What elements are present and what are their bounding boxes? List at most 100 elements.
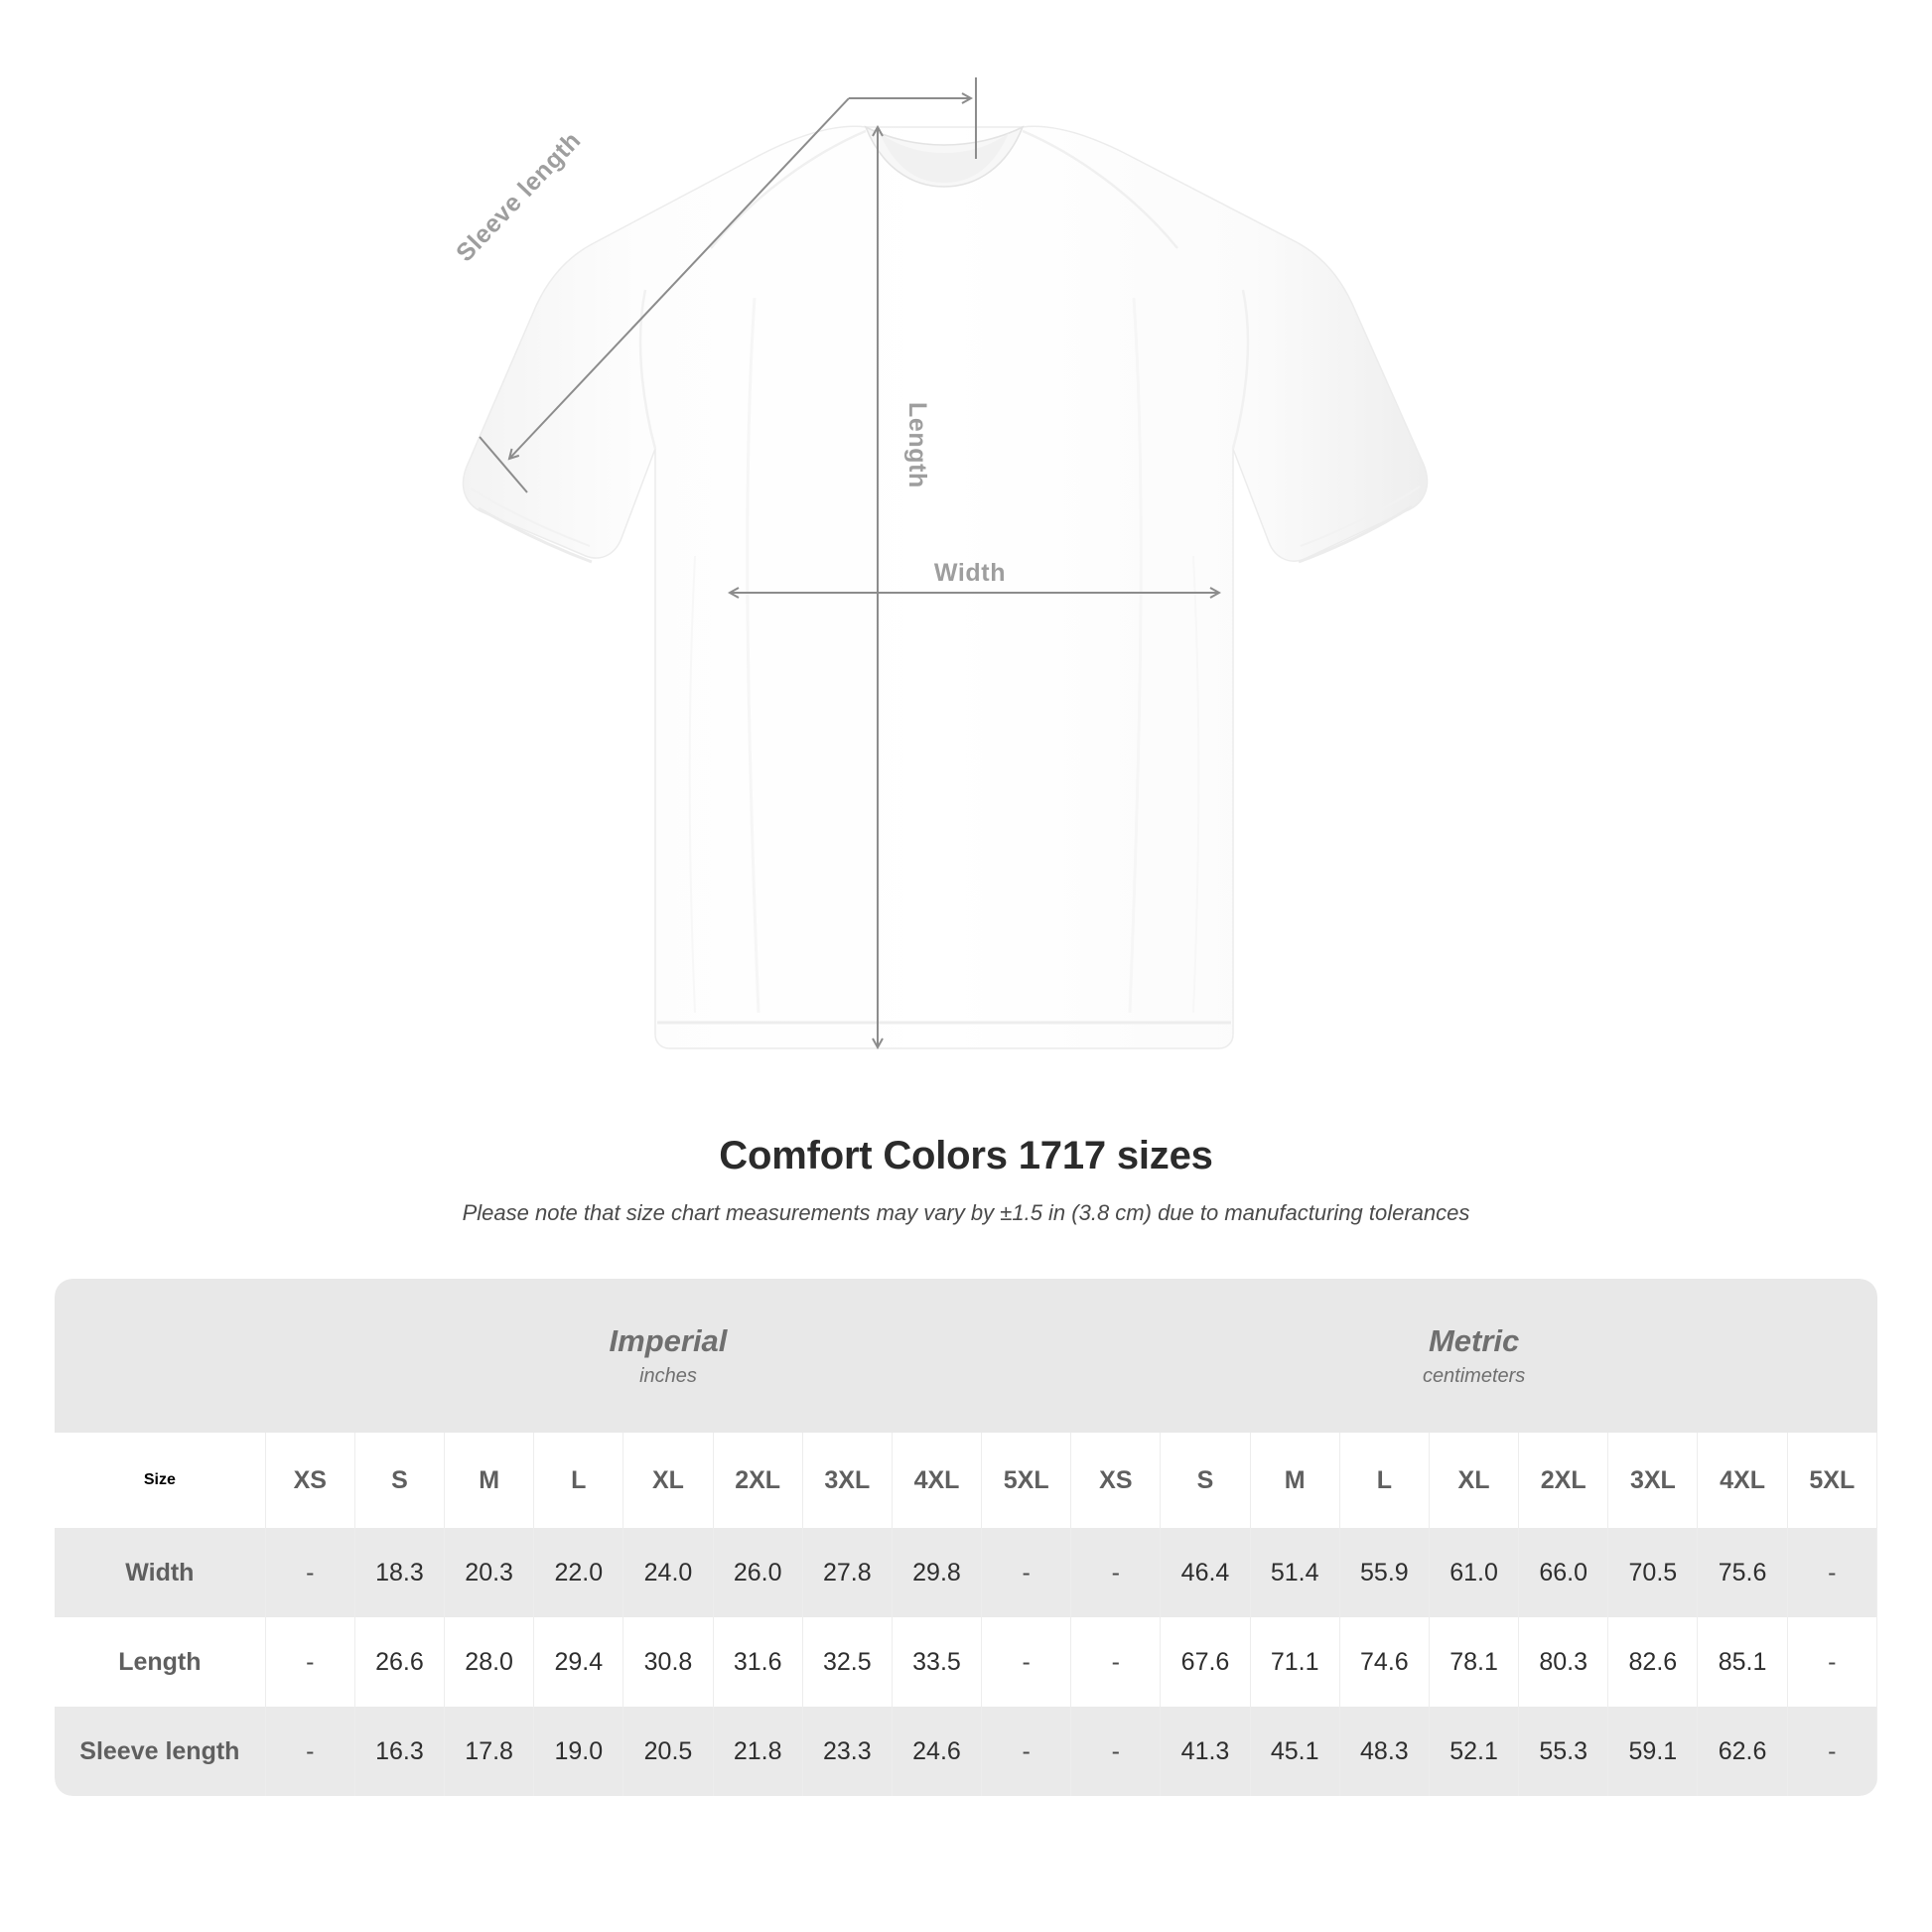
- cell-width-imperial-3xl: 27.8: [801, 1528, 893, 1617]
- cell-length-metric-5xl: -: [1786, 1617, 1877, 1707]
- cell-length-metric-m: 71.1: [1249, 1617, 1340, 1707]
- header-metric-xl: XL: [1428, 1433, 1520, 1528]
- cell-width-metric-xs: -: [1070, 1528, 1162, 1617]
- width-label: Width: [934, 559, 1006, 587]
- cell-sleeve-metric-s: 41.3: [1160, 1707, 1251, 1796]
- header-metric-s: S: [1160, 1433, 1251, 1528]
- cell-sleeve-metric-4xl: 62.6: [1697, 1707, 1788, 1796]
- row-label-width: Width: [55, 1528, 266, 1617]
- header-imperial-s: S: [353, 1433, 446, 1528]
- unit-group-imperial: Imperial inches: [265, 1279, 1071, 1433]
- cell-width-imperial-5xl: -: [981, 1528, 1072, 1617]
- cell-length-imperial-2xl: 31.6: [712, 1617, 803, 1707]
- cell-width-metric-5xl: -: [1786, 1528, 1877, 1617]
- cell-length-imperial-xs: -: [264, 1617, 355, 1707]
- cell-sleeve-imperial-l: 19.0: [533, 1707, 624, 1796]
- table-row: Width - 18.3 20.3 22.0 24.0 26.0 27.8 29…: [55, 1528, 1877, 1617]
- header-metric-m: M: [1249, 1433, 1340, 1528]
- tolerance-note: Please note that size chart measurements…: [462, 1200, 1470, 1225]
- unit-sub-metric: centimeters: [1422, 1365, 1526, 1387]
- cell-sleeve-metric-2xl: 55.3: [1518, 1707, 1609, 1796]
- size-header-row: Size XS S M L XL 2XL 3XL 4XL 5XL XS S M …: [55, 1433, 1877, 1528]
- cell-width-metric-4xl: 75.6: [1697, 1528, 1788, 1617]
- cell-length-imperial-4xl: 33.5: [891, 1617, 983, 1707]
- cell-width-metric-s: 46.4: [1160, 1528, 1251, 1617]
- cell-sleeve-imperial-4xl: 24.6: [891, 1707, 983, 1796]
- unit-sub-imperial: inches: [639, 1365, 697, 1387]
- cell-sleeve-metric-m: 45.1: [1249, 1707, 1340, 1796]
- page-title: Comfort Colors 1717 sizes: [719, 1134, 1213, 1177]
- header-imperial-xs: XS: [264, 1433, 355, 1528]
- cell-sleeve-imperial-xl: 20.5: [622, 1707, 714, 1796]
- header-metric-5xl: 5XL: [1786, 1433, 1877, 1528]
- size-table: Imperial inches Metric centimeters Size: [55, 1279, 1877, 1796]
- header-size-label: Size: [55, 1433, 266, 1528]
- cell-length-imperial-s: 26.6: [353, 1617, 446, 1707]
- cell-length-metric-l: 74.6: [1338, 1617, 1430, 1707]
- header-metric-xs: XS: [1070, 1433, 1162, 1528]
- cell-sleeve-metric-3xl: 59.1: [1607, 1707, 1699, 1796]
- cell-sleeve-imperial-3xl: 23.3: [801, 1707, 893, 1796]
- cell-width-metric-3xl: 70.5: [1607, 1528, 1699, 1617]
- tshirt-graphic: [462, 125, 1429, 1049]
- cell-length-metric-4xl: 85.1: [1697, 1617, 1788, 1707]
- header-imperial-xl: XL: [622, 1433, 714, 1528]
- cell-width-imperial-m: 20.3: [444, 1528, 535, 1617]
- header-metric-4xl: 4XL: [1697, 1433, 1788, 1528]
- cell-length-metric-xs: -: [1070, 1617, 1162, 1707]
- cell-width-imperial-xs: -: [264, 1528, 355, 1617]
- cell-length-metric-3xl: 82.6: [1607, 1617, 1699, 1707]
- header-metric-3xl: 3XL: [1607, 1433, 1699, 1528]
- cell-sleeve-imperial-s: 16.3: [353, 1707, 446, 1796]
- cell-width-imperial-4xl: 29.8: [891, 1528, 983, 1617]
- cell-width-metric-xl: 61.0: [1428, 1528, 1520, 1617]
- table-row: Length - 26.6 28.0 29.4 30.8 31.6 32.5 3…: [55, 1617, 1877, 1707]
- unit-row-spacer: [55, 1279, 266, 1433]
- cell-width-imperial-l: 22.0: [533, 1528, 624, 1617]
- cell-sleeve-imperial-m: 17.8: [444, 1707, 535, 1796]
- cell-length-metric-xl: 78.1: [1428, 1617, 1520, 1707]
- length-label: Length: [903, 402, 931, 488]
- sleeve-length-label: Sleeve length: [451, 126, 587, 267]
- cell-sleeve-metric-l: 48.3: [1338, 1707, 1430, 1796]
- header-imperial-l: L: [533, 1433, 624, 1528]
- tshirt-illustration: Sleeve length Length Width: [451, 77, 1429, 1112]
- header-metric-l: L: [1338, 1433, 1430, 1528]
- cell-length-imperial-m: 28.0: [444, 1617, 535, 1707]
- heading-block: Comfort Colors 1717 sizes Please note th…: [0, 1132, 1932, 1228]
- header-metric-2xl: 2XL: [1518, 1433, 1609, 1528]
- unit-name-imperial: Imperial: [609, 1323, 728, 1358]
- cell-width-metric-2xl: 66.0: [1518, 1528, 1609, 1617]
- cell-width-imperial-s: 18.3: [353, 1528, 446, 1617]
- cell-width-imperial-xl: 24.0: [622, 1528, 714, 1617]
- header-imperial-3xl: 3XL: [801, 1433, 893, 1528]
- header-imperial-2xl: 2XL: [712, 1433, 803, 1528]
- cell-length-imperial-3xl: 32.5: [801, 1617, 893, 1707]
- unit-group-metric: Metric centimeters: [1070, 1279, 1877, 1433]
- cell-width-metric-m: 51.4: [1249, 1528, 1340, 1617]
- cell-length-imperial-5xl: -: [981, 1617, 1072, 1707]
- cell-length-metric-2xl: 80.3: [1518, 1617, 1609, 1707]
- cell-sleeve-imperial-xs: -: [264, 1707, 355, 1796]
- cell-length-metric-s: 67.6: [1160, 1617, 1251, 1707]
- cell-length-imperial-l: 29.4: [533, 1617, 624, 1707]
- cell-sleeve-imperial-5xl: -: [981, 1707, 1072, 1796]
- unit-header-row: Imperial inches Metric centimeters: [55, 1279, 1877, 1433]
- header-imperial-m: M: [444, 1433, 535, 1528]
- cell-sleeve-metric-5xl: -: [1786, 1707, 1877, 1796]
- cell-sleeve-metric-xs: -: [1070, 1707, 1162, 1796]
- cell-sleeve-imperial-2xl: 21.8: [712, 1707, 803, 1796]
- cell-sleeve-metric-xl: 52.1: [1428, 1707, 1520, 1796]
- header-imperial-4xl: 4XL: [891, 1433, 983, 1528]
- cell-length-imperial-xl: 30.8: [622, 1617, 714, 1707]
- row-label-sleeve-length: Sleeve length: [55, 1707, 266, 1796]
- cell-width-metric-l: 55.9: [1338, 1528, 1430, 1617]
- size-table-container: Imperial inches Metric centimeters Size: [55, 1279, 1877, 1796]
- cell-width-imperial-2xl: 26.0: [712, 1528, 803, 1617]
- sleeve-length-dimension: [479, 77, 977, 493]
- header-imperial-5xl: 5XL: [981, 1433, 1072, 1528]
- unit-name-metric: Metric: [1428, 1323, 1520, 1358]
- row-label-length: Length: [55, 1617, 266, 1707]
- table-row: Sleeve length - 16.3 17.8 19.0 20.5 21.8…: [55, 1707, 1877, 1796]
